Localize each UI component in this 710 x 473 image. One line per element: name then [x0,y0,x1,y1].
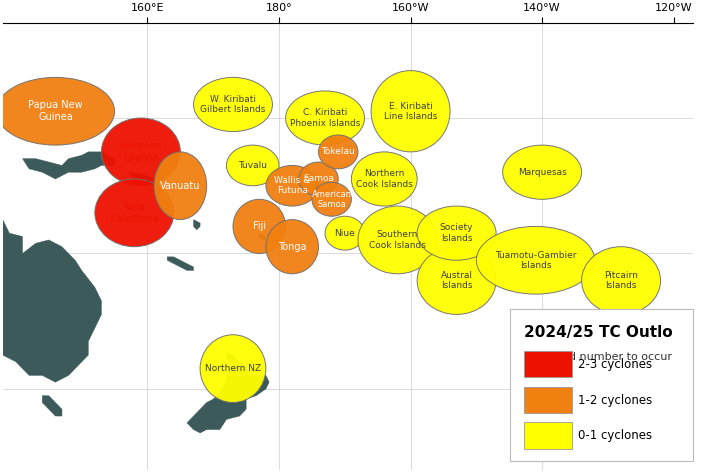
Text: C. Kiribati
Phoenix Islands: C. Kiribati Phoenix Islands [290,108,360,128]
Ellipse shape [285,91,364,145]
Text: Tuvalu: Tuvalu [239,161,267,170]
Ellipse shape [266,166,319,206]
Polygon shape [128,172,160,189]
Text: 2-3 cyclones: 2-3 cyclones [578,358,652,371]
Ellipse shape [102,118,180,186]
Text: 0-1 cyclones: 0-1 cyclones [578,429,652,442]
Text: Society
Islands: Society Islands [440,223,474,243]
Text: Southern
Cook Islands: Southern Cook Islands [369,230,426,250]
Text: Vanuatu: Vanuatu [160,181,201,191]
Ellipse shape [319,135,358,169]
Ellipse shape [194,78,273,131]
Polygon shape [42,396,62,416]
Ellipse shape [417,247,496,315]
Text: Tonga: Tonga [278,242,307,252]
Ellipse shape [476,227,595,294]
Text: W. Kiribati
Gilbert Islands: W. Kiribati Gilbert Islands [200,95,266,114]
FancyBboxPatch shape [524,386,572,413]
Polygon shape [168,257,194,271]
Ellipse shape [417,206,496,260]
Ellipse shape [325,216,364,250]
Ellipse shape [95,179,174,247]
FancyBboxPatch shape [524,422,572,449]
Ellipse shape [371,70,450,152]
Text: American
Samoa: American Samoa [312,190,351,209]
Ellipse shape [358,206,437,274]
Ellipse shape [581,247,660,315]
Text: E. Kiribati
Line Islands: E. Kiribati Line Islands [384,102,437,121]
Text: Austral
Islands: Austral Islands [441,271,473,290]
Text: Niue: Niue [334,228,355,237]
Text: Expected number to occur: Expected number to occur [524,352,672,362]
Ellipse shape [351,152,417,206]
Polygon shape [259,233,266,240]
Text: Northern
Cook Islands: Northern Cook Islands [356,169,413,189]
Ellipse shape [233,199,285,254]
Text: New
Caledonia: New Caledonia [110,202,158,224]
Text: Solomon
Islands: Solomon Islands [120,141,162,163]
Ellipse shape [0,78,114,145]
Ellipse shape [154,152,207,219]
Text: Fiji: Fiji [253,221,266,231]
Text: Tuamotu-Gambier
Islands: Tuamotu-Gambier Islands [495,251,577,270]
Text: Marquesas: Marquesas [518,168,567,177]
Ellipse shape [312,183,351,216]
Text: 1-2 cyclones: 1-2 cyclones [578,394,652,406]
Text: Papua New
Guinea: Papua New Guinea [28,100,82,122]
Ellipse shape [266,219,319,274]
Ellipse shape [226,145,279,186]
Polygon shape [0,193,102,382]
Text: Tokelau: Tokelau [322,148,355,157]
Polygon shape [23,152,114,179]
Text: Pitcairn
Islands: Pitcairn Islands [604,271,638,290]
Text: 2024/25 TC Outlo: 2024/25 TC Outlo [524,325,673,340]
Text: Wallis &
Futuna: Wallis & Futuna [274,176,310,195]
Ellipse shape [299,162,338,196]
FancyBboxPatch shape [524,351,572,377]
Ellipse shape [503,145,581,199]
Ellipse shape [200,335,266,403]
Text: Samoa: Samoa [303,175,334,184]
Polygon shape [187,352,269,433]
Text: Northern NZ: Northern NZ [205,364,261,373]
Polygon shape [194,219,200,230]
FancyBboxPatch shape [510,309,694,461]
